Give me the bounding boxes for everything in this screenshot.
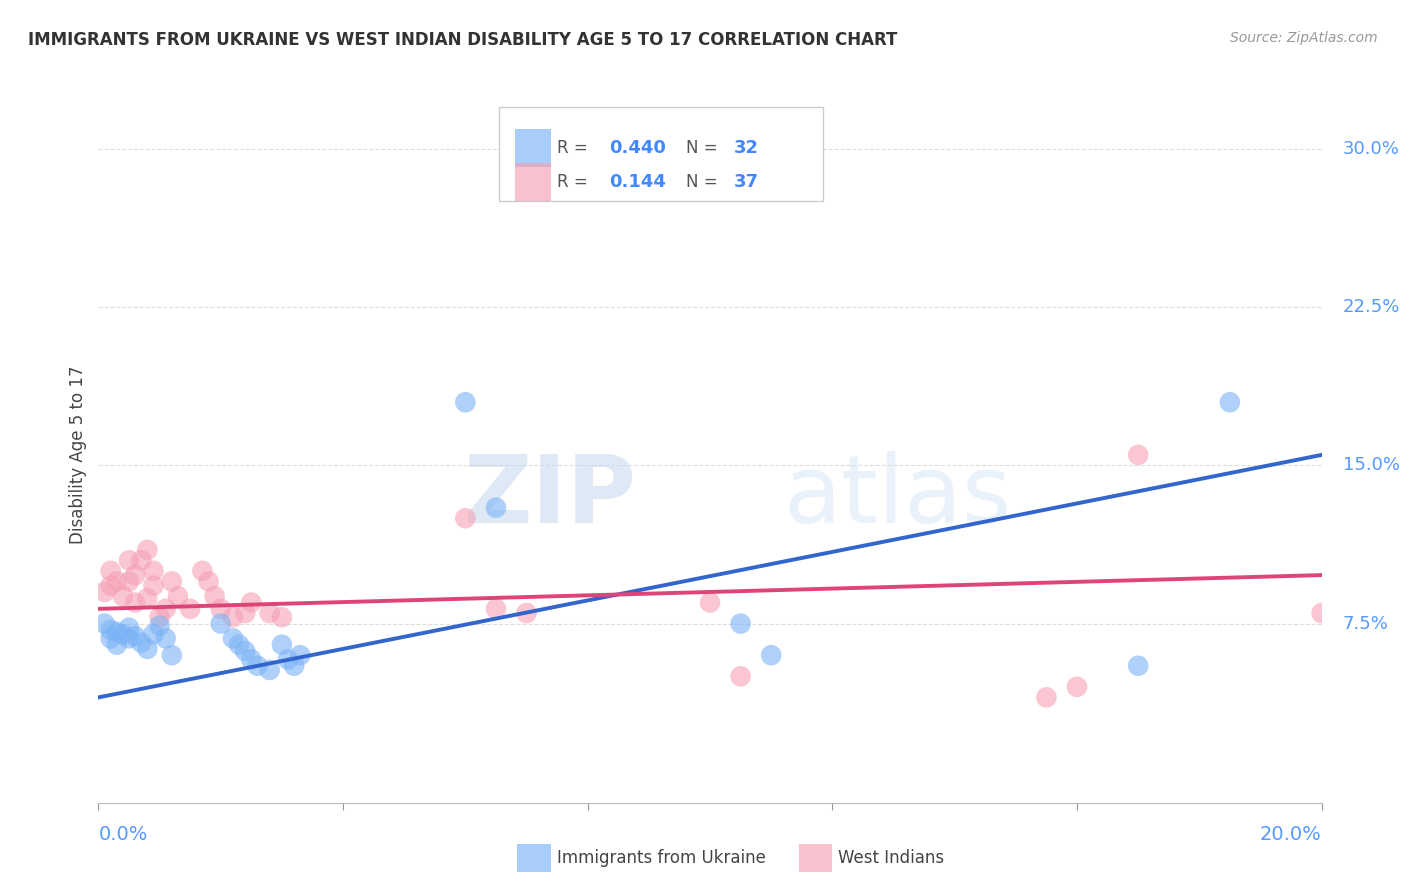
Point	[93, 585, 115, 599]
Point	[1128, 448, 1150, 462]
Point	[124, 568, 146, 582]
Text: 32: 32	[734, 139, 759, 157]
Point	[485, 602, 508, 616]
Point	[124, 629, 146, 643]
Point	[149, 618, 172, 632]
Text: 20.0%: 20.0%	[1260, 824, 1322, 844]
Point	[240, 595, 263, 609]
Point	[105, 625, 128, 640]
Point	[209, 616, 232, 631]
Point	[259, 663, 281, 677]
Point	[197, 574, 219, 589]
Point	[155, 602, 177, 616]
Point	[233, 606, 256, 620]
Y-axis label: Disability Age 5 to 17: Disability Age 5 to 17	[69, 366, 87, 544]
Point	[118, 621, 141, 635]
Text: Source: ZipAtlas.com: Source: ZipAtlas.com	[1230, 31, 1378, 45]
Point	[160, 574, 183, 589]
Point	[100, 632, 122, 646]
Text: IMMIGRANTS FROM UKRAINE VS WEST INDIAN DISABILITY AGE 5 TO 17 CORRELATION CHART: IMMIGRANTS FROM UKRAINE VS WEST INDIAN D…	[28, 31, 897, 49]
Point	[136, 641, 159, 656]
Point	[259, 606, 281, 620]
Point	[111, 627, 134, 641]
Point	[699, 595, 721, 609]
Text: Immigrants from Ukraine: Immigrants from Ukraine	[557, 849, 766, 867]
Point	[129, 635, 152, 649]
Point	[485, 500, 508, 515]
Point	[240, 652, 263, 666]
Point	[118, 574, 141, 589]
Point	[270, 638, 292, 652]
Point	[124, 595, 146, 609]
Text: 7.5%: 7.5%	[1343, 615, 1389, 632]
Point	[283, 658, 305, 673]
Point	[246, 658, 269, 673]
Point	[204, 589, 226, 603]
Point	[155, 632, 177, 646]
Point	[454, 395, 477, 409]
Point	[730, 669, 752, 683]
Point	[105, 574, 128, 589]
Text: N =: N =	[686, 139, 717, 157]
Point	[136, 542, 159, 557]
Point	[290, 648, 312, 663]
Text: 0.440: 0.440	[609, 139, 665, 157]
Point	[142, 579, 165, 593]
Point	[105, 638, 128, 652]
Text: 15.0%: 15.0%	[1343, 457, 1400, 475]
Point	[160, 648, 183, 663]
Text: atlas: atlas	[783, 450, 1012, 542]
Text: West Indians: West Indians	[838, 849, 943, 867]
Point	[93, 616, 115, 631]
Point	[1310, 606, 1333, 620]
Point	[191, 564, 214, 578]
Point	[222, 632, 245, 646]
Text: ZIP: ZIP	[464, 450, 637, 542]
Point	[142, 627, 165, 641]
Point	[142, 564, 165, 578]
Text: 0.144: 0.144	[609, 173, 665, 191]
Text: R =: R =	[557, 139, 588, 157]
Point	[100, 564, 122, 578]
Point	[100, 579, 122, 593]
Point	[1219, 395, 1241, 409]
Point	[118, 553, 141, 567]
Point	[1128, 658, 1150, 673]
Text: N =: N =	[686, 173, 717, 191]
Point	[516, 606, 538, 620]
Point	[136, 591, 159, 606]
Text: 37: 37	[734, 173, 759, 191]
Point	[730, 616, 752, 631]
Point	[167, 589, 190, 603]
Point	[111, 589, 134, 603]
Point	[277, 652, 299, 666]
Point	[1035, 690, 1057, 705]
Point	[149, 610, 172, 624]
Text: R =: R =	[557, 173, 588, 191]
Point	[270, 610, 292, 624]
Point	[129, 553, 152, 567]
Point	[179, 602, 201, 616]
Text: 30.0%: 30.0%	[1343, 140, 1399, 158]
Point	[233, 644, 256, 658]
Point	[222, 610, 245, 624]
Text: 22.5%: 22.5%	[1343, 298, 1400, 317]
Point	[118, 632, 141, 646]
Point	[759, 648, 782, 663]
Point	[209, 602, 232, 616]
Point	[454, 511, 477, 525]
Point	[1066, 680, 1088, 694]
Point	[100, 623, 122, 637]
Text: 0.0%: 0.0%	[98, 824, 148, 844]
Point	[228, 638, 250, 652]
